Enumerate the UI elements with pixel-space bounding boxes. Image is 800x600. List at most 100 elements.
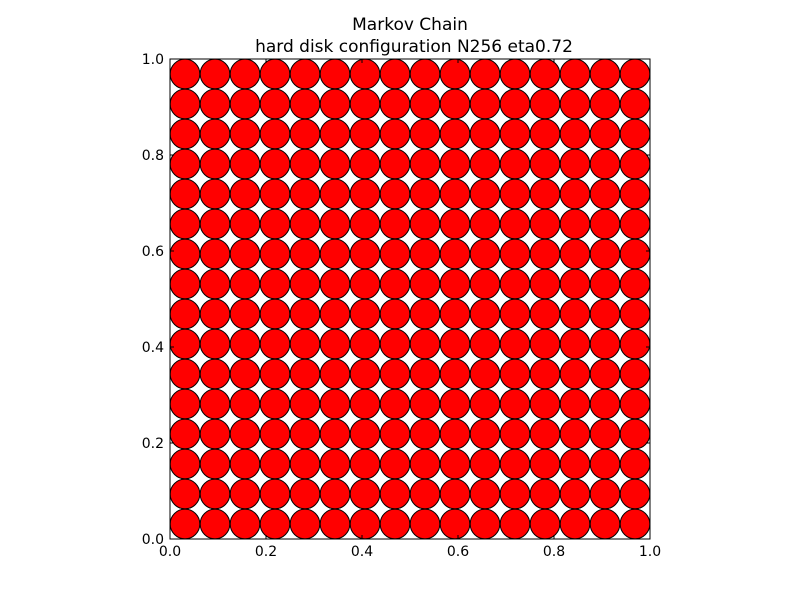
disk-marker <box>589 328 621 360</box>
disk-marker <box>379 508 411 540</box>
disk-marker <box>199 478 231 510</box>
disk-marker <box>619 178 651 210</box>
disk-marker <box>229 478 261 510</box>
disk-marker <box>589 478 621 510</box>
disk-marker <box>439 178 471 210</box>
disk-marker <box>229 118 261 150</box>
disk-marker <box>379 328 411 360</box>
disk-marker <box>439 478 471 510</box>
disk-marker <box>589 268 621 300</box>
disk-marker <box>529 508 561 540</box>
disk-marker <box>529 448 561 480</box>
disk-marker <box>439 148 471 180</box>
disk-marker <box>229 298 261 330</box>
disk-marker <box>289 178 321 210</box>
disk-marker <box>379 358 411 390</box>
disk-marker <box>559 478 591 510</box>
disk-marker <box>259 208 291 240</box>
disk-marker <box>289 328 321 360</box>
disk-marker <box>319 358 351 390</box>
chart-title: Markov Chain <box>352 15 468 35</box>
disk-marker <box>499 118 531 150</box>
disk-marker <box>529 178 561 210</box>
disk-marker <box>589 238 621 270</box>
disk-marker <box>559 148 591 180</box>
disk-marker <box>469 208 501 240</box>
disk-marker <box>229 418 261 450</box>
y-tick-label: 0.0 <box>142 532 164 548</box>
plot-frame <box>169 58 651 540</box>
disk-marker <box>379 418 411 450</box>
disk-marker <box>169 388 201 420</box>
disk-marker <box>379 238 411 270</box>
disk-marker <box>289 508 321 540</box>
disk-marker <box>619 418 651 450</box>
disk-marker <box>259 88 291 120</box>
disk-marker <box>469 448 501 480</box>
disk-marker <box>439 118 471 150</box>
disk-marker <box>409 58 441 90</box>
disk-marker <box>349 478 381 510</box>
disk-marker <box>439 208 471 240</box>
disk-marker <box>289 148 321 180</box>
disk-marker <box>439 358 471 390</box>
disk-marker <box>439 388 471 420</box>
disk-marker <box>559 448 591 480</box>
disk-marker <box>559 298 591 330</box>
disk-marker <box>559 268 591 300</box>
disk-marker <box>619 58 651 90</box>
disk-marker <box>319 508 351 540</box>
disk-marker <box>379 208 411 240</box>
x-tick-label: 1.0 <box>639 544 661 560</box>
disk-marker <box>499 268 531 300</box>
disk-marker <box>589 298 621 330</box>
y-tick-label: 0.2 <box>142 436 164 452</box>
disk-marker <box>619 478 651 510</box>
disk-marker <box>169 208 201 240</box>
tick-layer: 0.0 0.2 0.4 0.6 0.8 1.0 0.0 0.2 0.4 0.6 0.8 1.0 <box>142 52 661 560</box>
disk-marker <box>409 118 441 150</box>
disk-marker <box>499 478 531 510</box>
disk-marker <box>229 328 261 360</box>
disk-marker <box>289 88 321 120</box>
disk-marker <box>559 118 591 150</box>
disk-marker <box>409 88 441 120</box>
disk-marker <box>589 448 621 480</box>
disk-marker <box>199 508 231 540</box>
disk-marker <box>349 508 381 540</box>
disk-marker <box>619 238 651 270</box>
disk-marker <box>199 268 231 300</box>
disk-marker <box>169 508 201 540</box>
disk-marker <box>289 208 321 240</box>
disk-marker <box>349 388 381 420</box>
x-tick-label: 0.8 <box>543 544 565 560</box>
disk-marker <box>379 268 411 300</box>
disk-marker <box>559 418 591 450</box>
disk-marker <box>259 448 291 480</box>
disk-marker <box>559 88 591 120</box>
disk-marker <box>589 358 621 390</box>
disk-marker <box>499 298 531 330</box>
disk-marker <box>409 478 441 510</box>
disk-marker <box>469 508 501 540</box>
disk-marker <box>319 178 351 210</box>
disk-marker <box>589 178 621 210</box>
disk-marker <box>559 178 591 210</box>
disk-marker <box>439 58 471 90</box>
disk-marker <box>469 88 501 120</box>
disk-marker <box>169 148 201 180</box>
disk-marker <box>529 328 561 360</box>
disk-marker <box>199 58 231 90</box>
disk-marker <box>319 238 351 270</box>
disk-marker <box>259 118 291 150</box>
disk-marker <box>289 478 321 510</box>
disk-marker <box>559 388 591 420</box>
disk-marker <box>469 268 501 300</box>
disk-marker <box>259 358 291 390</box>
disk-marker <box>199 448 231 480</box>
disk-marker <box>469 178 501 210</box>
disk-marker <box>499 388 531 420</box>
disk-marker <box>619 208 651 240</box>
disk-marker <box>499 508 531 540</box>
